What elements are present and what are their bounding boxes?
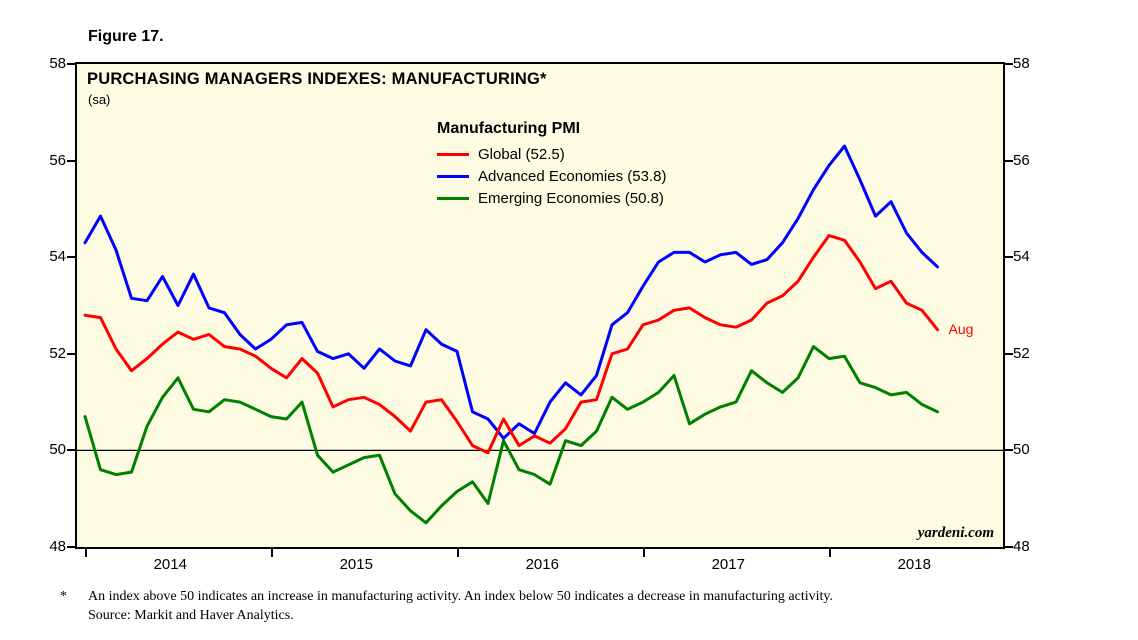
axis-tick xyxy=(1005,63,1013,65)
legend-entry: Advanced Economies (53.8) xyxy=(437,165,666,187)
legend-entries: Global (52.5) Advanced Economies (53.8) Em… xyxy=(437,143,666,209)
y-axis-label-left: 48 xyxy=(49,538,66,555)
footnote-text: An index above 50 indicates an increase … xyxy=(88,587,833,625)
latest-point-label: Aug xyxy=(948,320,974,337)
axis-tick xyxy=(85,549,87,557)
chart-subtitle: (sa) xyxy=(88,92,111,107)
y-axis-label-left: 50 xyxy=(49,441,66,459)
legend-line-swatch xyxy=(437,152,469,156)
y-axis-label-left: 52 xyxy=(49,344,66,362)
axis-tick xyxy=(1005,353,1013,355)
footnote-line2: Source: Markit and Haver Analytics. xyxy=(88,608,294,623)
legend-entry-label: Emerging Economies (50.8) xyxy=(478,189,664,207)
legend-line-swatch xyxy=(437,196,469,200)
pmi-line-chart xyxy=(77,144,1003,525)
watermark-yardeni: yardeni.com xyxy=(917,525,994,541)
y-axis-label-left: 58 xyxy=(49,55,66,72)
series-line-0 xyxy=(83,234,939,455)
footnote-marker: * xyxy=(60,589,67,604)
footnote-line1: An index above 50 indicates an increase … xyxy=(88,589,833,604)
axis-tick xyxy=(67,160,75,162)
y-axis-label-left: 54 xyxy=(49,248,66,266)
figure-label: Figure 17. xyxy=(88,28,164,45)
x-axis-year-label: 2018 xyxy=(897,556,931,573)
axis-tick xyxy=(457,549,459,557)
axis-tick xyxy=(67,449,75,451)
y-axis-label-right: 56 xyxy=(1013,151,1030,169)
axis-tick xyxy=(67,63,75,65)
x-axis-year-label: 2017 xyxy=(711,556,745,573)
axis-tick xyxy=(643,549,645,557)
legend-entry-label: Global (52.5) xyxy=(478,145,565,163)
y-axis-label-right: 52 xyxy=(1013,344,1030,362)
axis-tick xyxy=(829,549,831,557)
axis-tick xyxy=(1005,256,1013,258)
chart-legend: Manufacturing PMI Global (52.5) Advanced … xyxy=(437,120,666,209)
axis-tick xyxy=(1005,449,1013,451)
legend-entry: Global (52.5) xyxy=(437,143,666,165)
series-line-2 xyxy=(83,345,939,525)
y-axis-label-right: 54 xyxy=(1013,248,1030,266)
axis-tick xyxy=(67,353,75,355)
y-axis-label-left: 56 xyxy=(49,151,66,169)
y-axis-label-right: 50 xyxy=(1013,441,1030,459)
axis-tick xyxy=(67,256,75,258)
y-axis-label-right: 48 xyxy=(1013,538,1030,555)
x-axis-year-label: 2015 xyxy=(339,556,373,573)
axis-tick xyxy=(1005,160,1013,162)
axis-tick xyxy=(1005,546,1013,548)
axis-tick xyxy=(271,549,273,557)
chart-plot-area: PURCHASING MANAGERS INDEXES: MANUFACTURI… xyxy=(75,62,1005,549)
y-axis-label-right: 58 xyxy=(1013,55,1030,72)
legend-entry: Emerging Economies (50.8) xyxy=(437,187,666,209)
chart-title: PURCHASING MANAGERS INDEXES: MANUFACTURI… xyxy=(87,70,547,88)
x-axis-year-label: 2014 xyxy=(153,556,187,573)
legend-line-swatch xyxy=(437,174,469,178)
axis-tick xyxy=(67,546,75,548)
chart-footnote: * An index above 50 indicates an increas… xyxy=(60,587,833,625)
legend-title: Manufacturing PMI xyxy=(437,120,581,137)
legend-entry-label: Advanced Economies (53.8) xyxy=(478,167,667,185)
x-axis-year-label: 2016 xyxy=(525,556,559,573)
